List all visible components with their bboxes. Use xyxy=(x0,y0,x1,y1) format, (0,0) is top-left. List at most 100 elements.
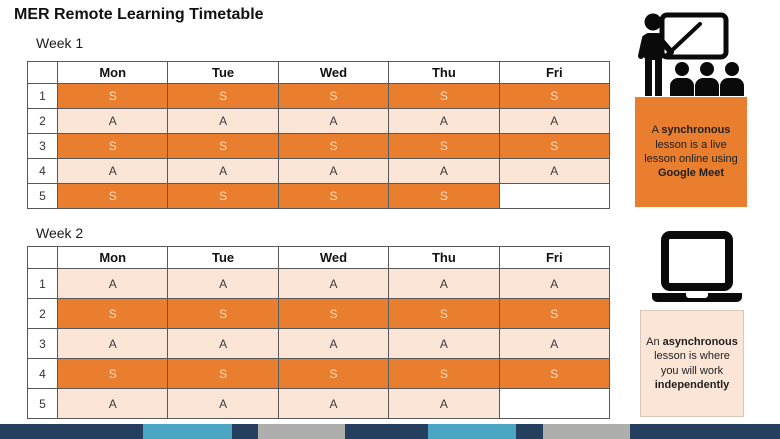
timetable-cell: A xyxy=(56,388,169,419)
footer-segment xyxy=(543,424,630,439)
footer-segment xyxy=(428,424,516,439)
period-number: 4 xyxy=(27,158,58,184)
timetable-cell: A xyxy=(167,158,279,184)
timetable-cell: S xyxy=(388,83,500,109)
timetable-cell: S xyxy=(167,358,279,389)
timetable-cell: A xyxy=(167,328,279,359)
footer-segment xyxy=(258,424,345,439)
timetable-cell: A xyxy=(388,158,500,184)
timetable-cell: A xyxy=(498,158,611,184)
timetable-cell: A xyxy=(56,268,169,299)
period-number: 2 xyxy=(27,298,58,329)
timetable-cell: S xyxy=(56,83,169,109)
timetable-cell: A xyxy=(277,108,390,134)
page-title: MER Remote Learning Timetable xyxy=(14,6,264,23)
timetable-cell: S xyxy=(277,133,390,159)
corner-cell xyxy=(27,246,58,269)
timetable-cell: A xyxy=(167,268,279,299)
footer-stripe xyxy=(0,424,780,439)
week-2-label: Week 2 xyxy=(36,225,84,241)
day-header: Fri xyxy=(498,61,611,84)
synchronous-legend: A synchronous lesson is a live lesson on… xyxy=(635,97,747,207)
timetable-cell: S xyxy=(167,83,279,109)
timetable-cell: A xyxy=(498,268,611,299)
day-header: Tue xyxy=(167,246,279,269)
period-number: 5 xyxy=(27,388,58,419)
timetable-cell: S xyxy=(388,133,500,159)
day-header: Thu xyxy=(388,61,500,84)
period-number: 1 xyxy=(27,268,58,299)
footer-segment xyxy=(630,424,780,439)
day-header: Mon xyxy=(56,61,169,84)
timetable-cell: S xyxy=(56,133,169,159)
day-header: Fri xyxy=(498,246,611,269)
timetable-cell: S xyxy=(388,183,500,209)
week-1-label: Week 1 xyxy=(36,35,84,51)
timetable-cell: A xyxy=(277,158,390,184)
timetable-cell: A xyxy=(56,108,169,134)
timetable-cell: S xyxy=(498,133,611,159)
timetable-cell: A xyxy=(56,328,169,359)
timetable-cell: A xyxy=(167,388,279,419)
footer-segment xyxy=(232,424,258,439)
timetable-cell: S xyxy=(277,83,390,109)
timetable-cell: S xyxy=(277,298,390,329)
period-number: 2 xyxy=(27,108,58,134)
footer-segment xyxy=(143,424,232,439)
day-header: Tue xyxy=(167,61,279,84)
day-header: Wed xyxy=(277,61,390,84)
timetable-cell: A xyxy=(277,328,390,359)
period-number: 5 xyxy=(27,183,58,209)
timetable-cell: A xyxy=(56,158,169,184)
week-1-timetable: Mon Tue Wed Thu Fri 1 S S S S S 2 A A A A A 3 S S S S S 4 A A A A A 5… xyxy=(27,61,611,209)
period-number: 4 xyxy=(27,358,58,389)
teacher-presenting-icon xyxy=(636,8,750,98)
timetable-cell: S xyxy=(56,358,169,389)
week-2-timetable: Mon Tue Wed Thu Fri 1 A A A A A 2 S S S S S 3 A A A A A 4 S S S S S 5… xyxy=(27,246,611,419)
timetable-cell: S xyxy=(498,298,611,329)
corner-cell xyxy=(27,61,58,84)
timetable-cell: A xyxy=(277,268,390,299)
timetable-cell: S xyxy=(388,358,500,389)
timetable-cell: A xyxy=(388,108,500,134)
timetable-cell: S xyxy=(277,183,390,209)
day-header: Mon xyxy=(56,246,169,269)
asynchronous-legend: An asynchronous lesson is where you will… xyxy=(640,310,744,417)
day-header: Wed xyxy=(277,246,390,269)
timetable-cell xyxy=(498,183,611,209)
timetable-cell: S xyxy=(498,358,611,389)
timetable-cell: A xyxy=(388,328,500,359)
timetable-cell: S xyxy=(498,83,611,109)
timetable-cell: A xyxy=(167,108,279,134)
footer-segment xyxy=(0,424,143,439)
timetable-cell: S xyxy=(388,298,500,329)
footer-segment xyxy=(516,424,543,439)
timetable-cell: S xyxy=(56,298,169,329)
footer-segment xyxy=(345,424,428,439)
timetable-cell: A xyxy=(498,108,611,134)
asynchronous-legend-text: An asynchronous lesson is where you will… xyxy=(646,335,738,391)
timetable-cell: A xyxy=(388,388,500,419)
timetable-cell: S xyxy=(167,133,279,159)
timetable-cell: S xyxy=(56,183,169,209)
timetable-cell: S xyxy=(277,358,390,389)
period-number: 3 xyxy=(27,133,58,159)
timetable-cell: S xyxy=(167,298,279,329)
laptop-icon xyxy=(648,231,746,308)
synchronous-legend-text: A synchronous lesson is a live lesson on… xyxy=(644,124,738,180)
timetable-cell: S xyxy=(167,183,279,209)
day-header: Thu xyxy=(388,246,500,269)
period-number: 3 xyxy=(27,328,58,359)
period-number: 1 xyxy=(27,83,58,109)
